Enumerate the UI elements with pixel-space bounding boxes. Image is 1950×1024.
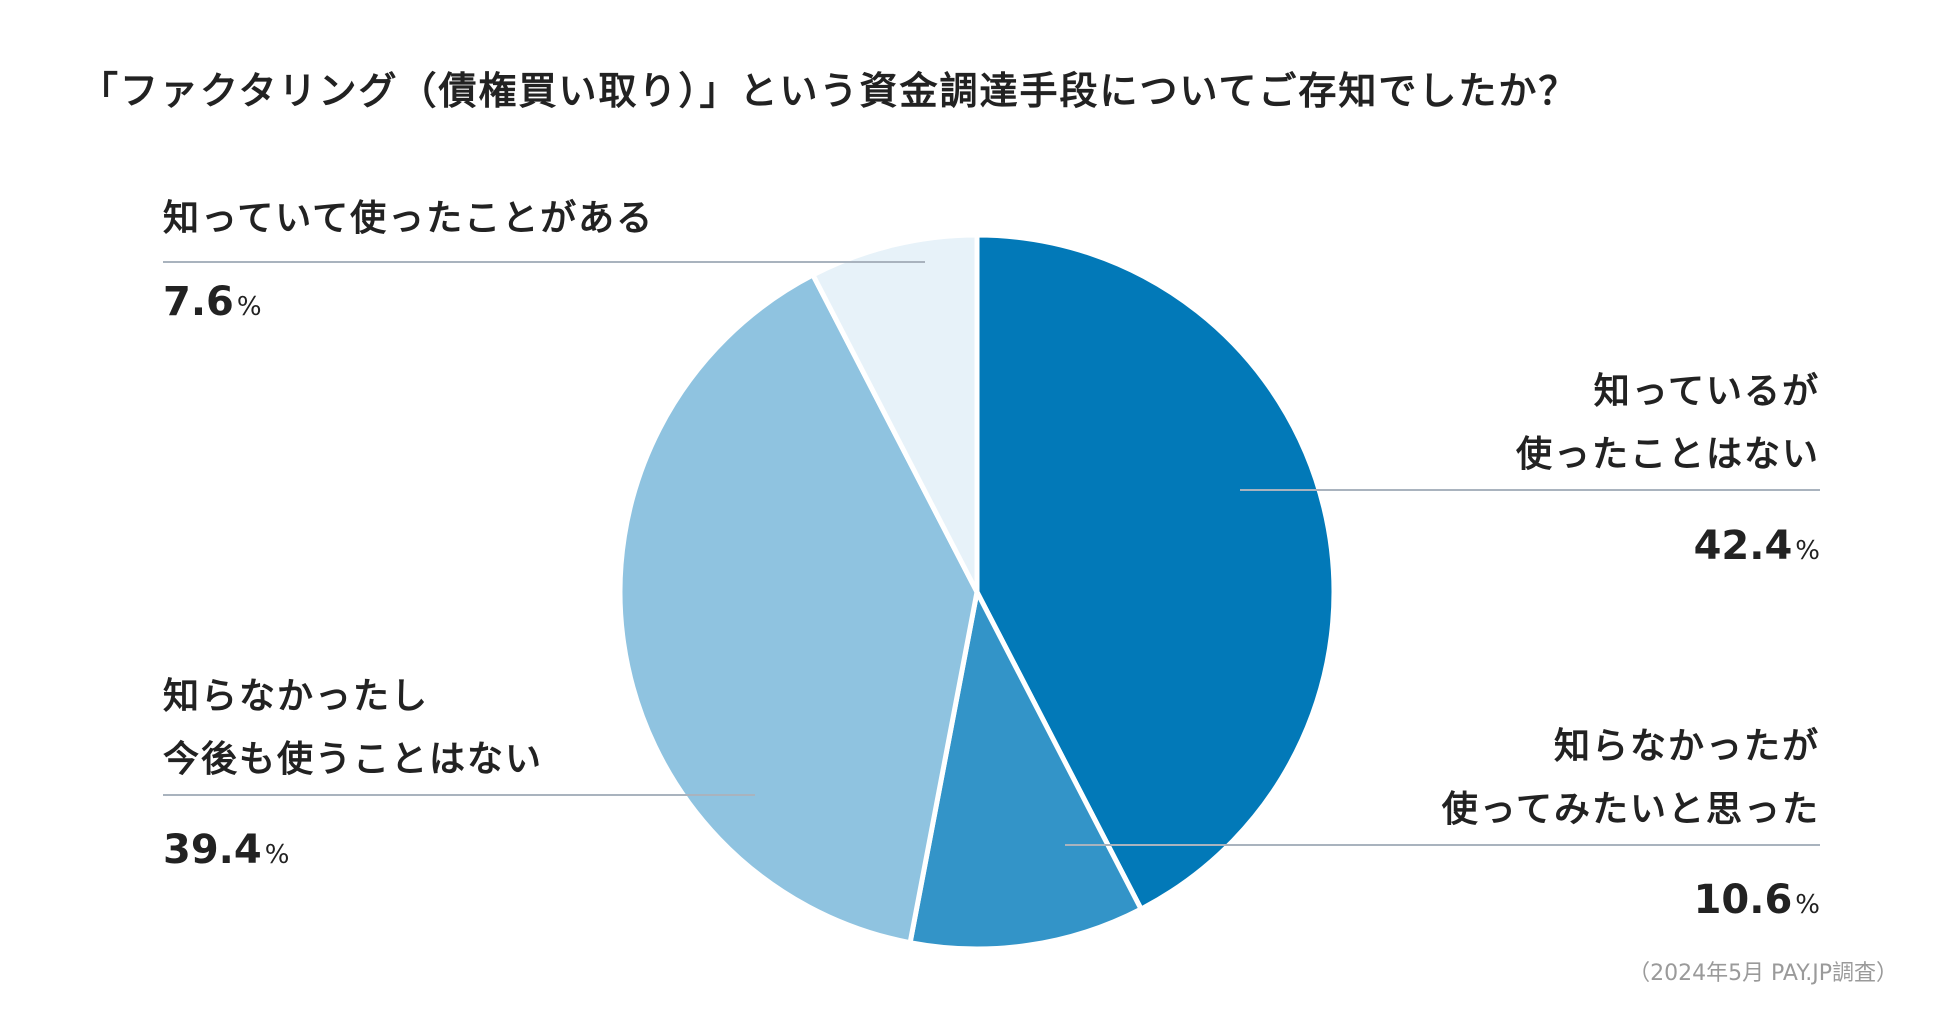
slice-label-1-line-2: 使ったことはない <box>1516 434 1820 475</box>
slice-label-3-line-1: 知らなかったし <box>163 676 429 717</box>
slice-label-2-line-1: 知らなかったが <box>1554 726 1820 767</box>
pie-slice-4 <box>810 232 980 595</box>
slice-value-4: 7.6% <box>163 279 262 325</box>
pie-slice-2 <box>907 589 1144 952</box>
pie-slice-3 <box>617 272 980 946</box>
pie-slice-1 <box>974 232 1337 912</box>
chart-title: 「ファクタリング（債権買い取り）」という資金調達手段についてご存知でしたか？ <box>80 69 1579 113</box>
leader-lines <box>163 261 1820 846</box>
slice-label-3-line-2: 今後も使うことはない <box>163 739 543 780</box>
slice-value-3: 39.4% <box>163 827 289 873</box>
slice-label-4-line-1: 知っていて使ったことがある <box>163 198 654 239</box>
slice-label-2-line-2: 使ってみたいと思った <box>1442 789 1820 830</box>
slice-value-1: 42.4% <box>1694 523 1820 569</box>
pie-slices <box>617 232 1337 952</box>
source-note: （2024年5月 PAY.JP調査） <box>1628 961 1898 986</box>
slice-label-1-line-1: 知っているが <box>1594 371 1820 412</box>
slice-value-2: 10.6% <box>1694 877 1820 923</box>
